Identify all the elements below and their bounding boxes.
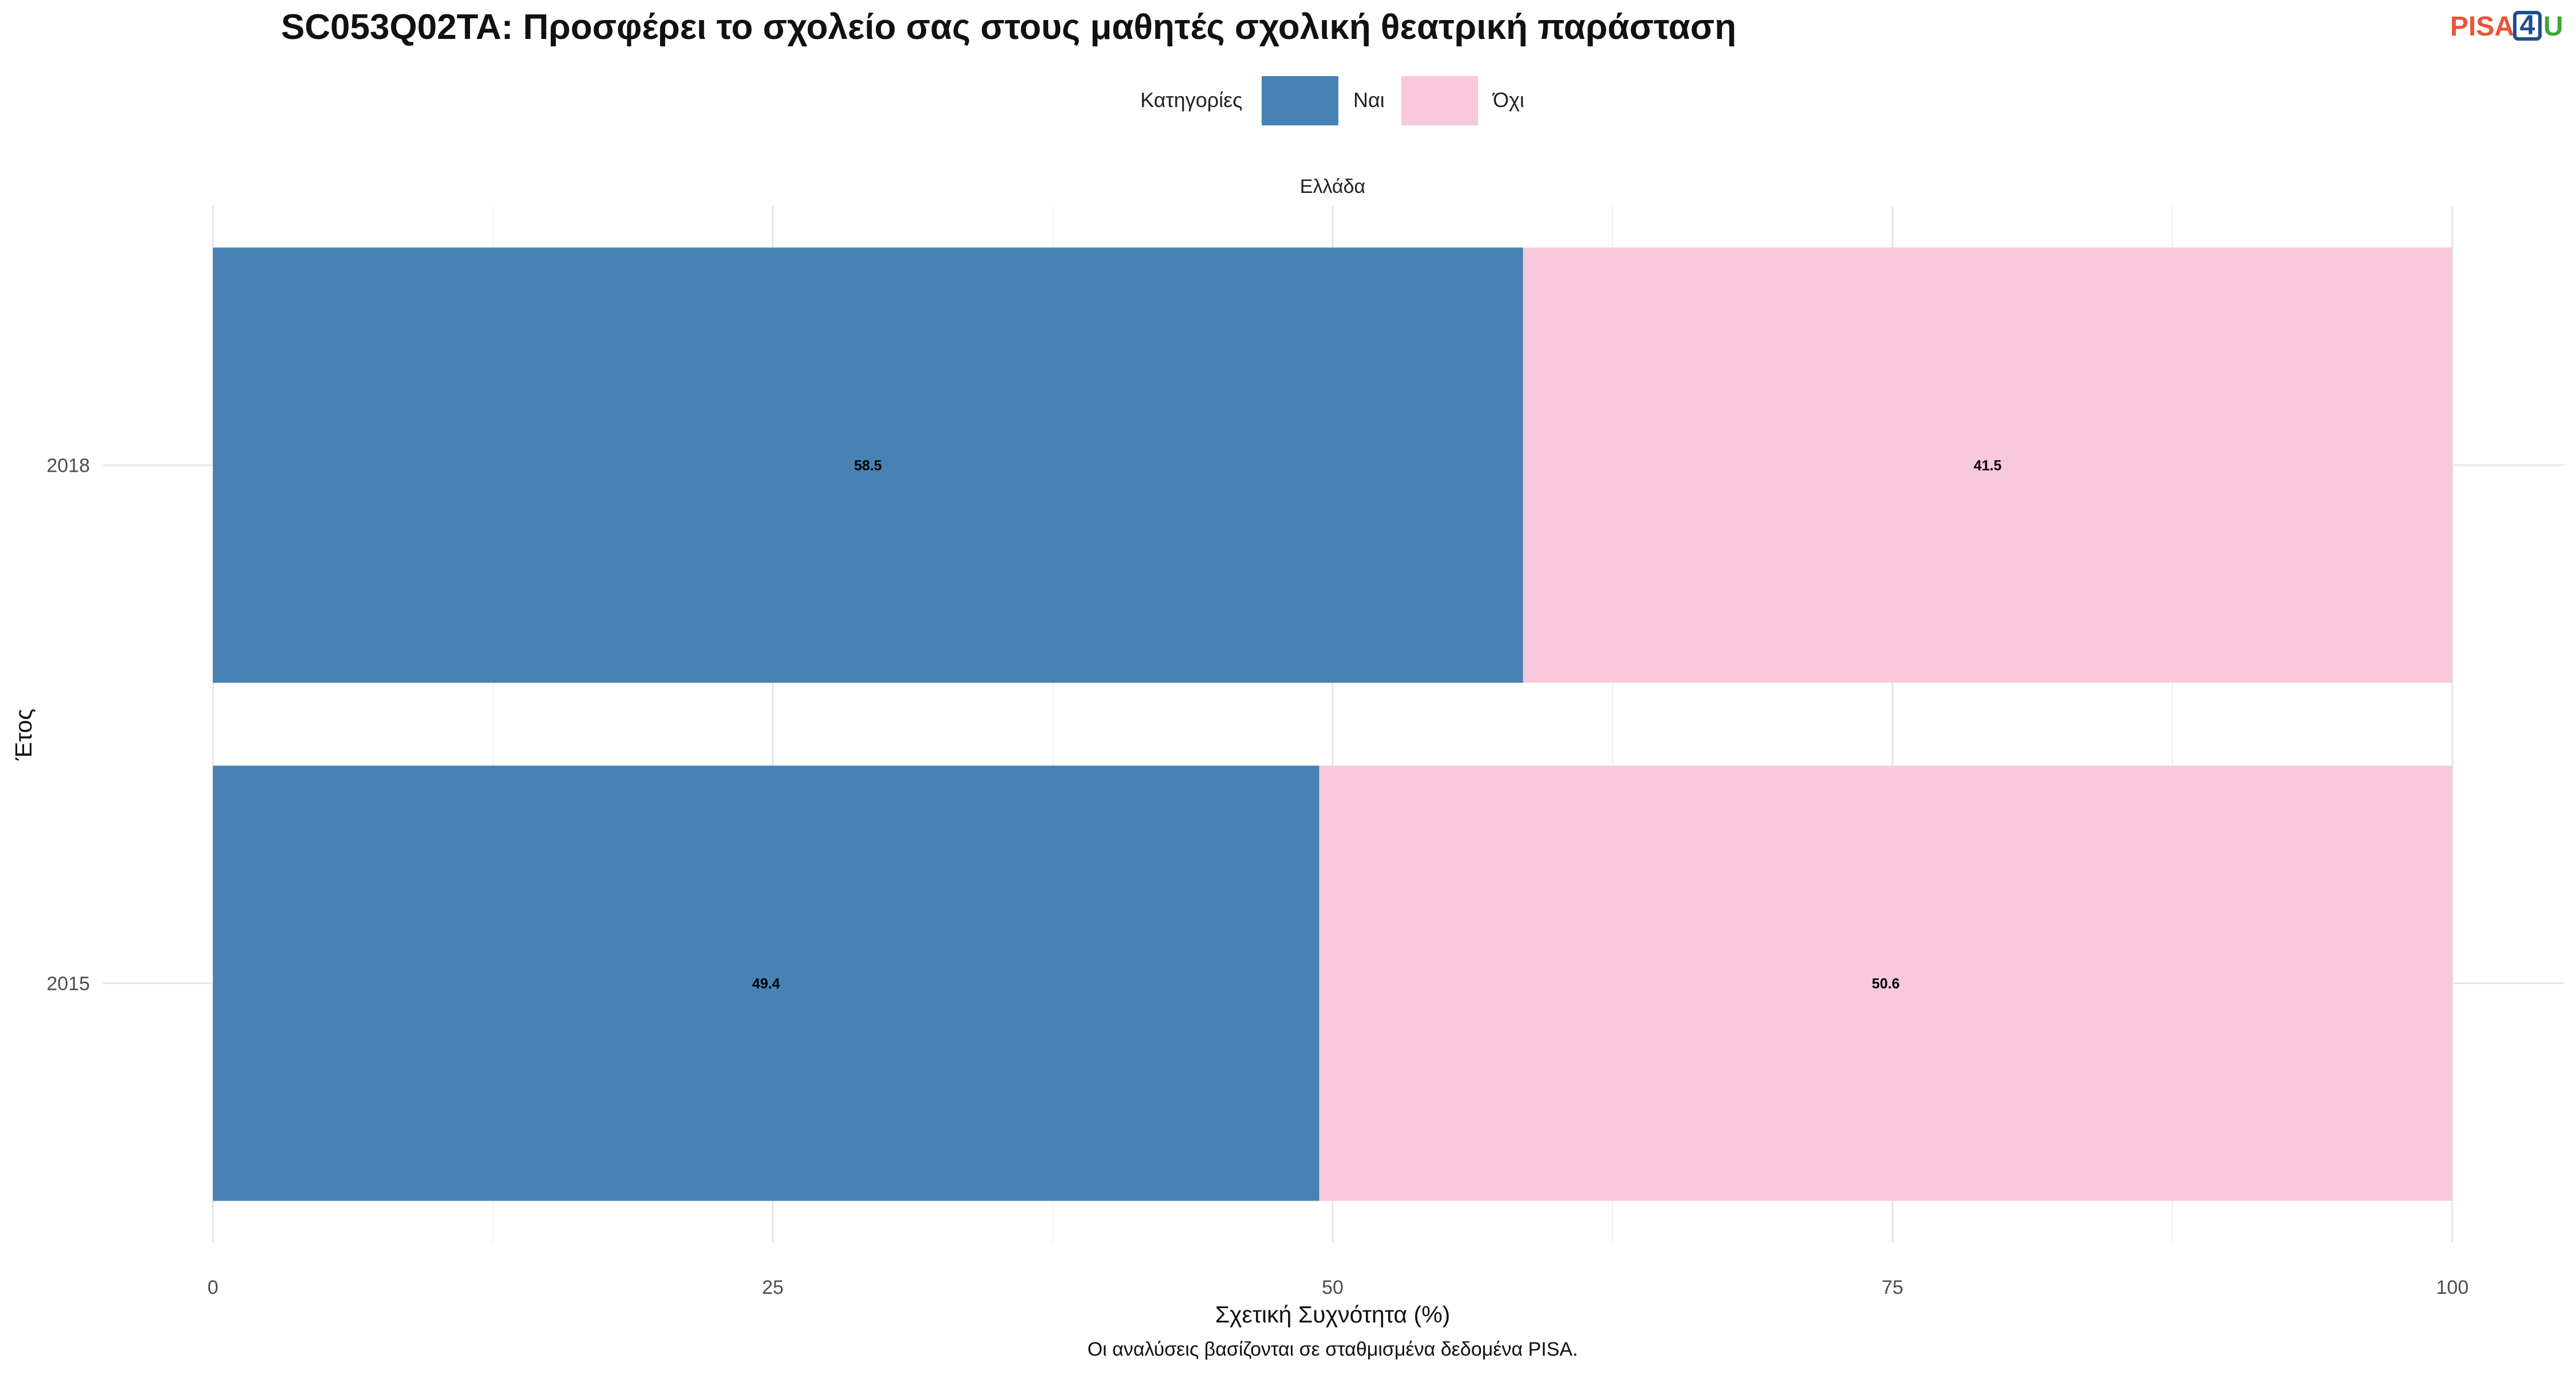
logo-box [2513, 11, 2542, 41]
logo: PISA 4 U [2450, 10, 2563, 42]
bar-2015-ochi [1319, 765, 2452, 1201]
bar-2018-ochi [1523, 247, 2452, 683]
caption: Οι αναλύσεις βασίζονται σε σταθμισμένα δ… [1088, 1339, 1578, 1360]
x-tick-label: 100 [2436, 1277, 2469, 1298]
logo-pisa-text: PISA [2450, 11, 2514, 42]
x-axis-ticks: 0 25 50 75 100 [208, 1277, 2469, 1298]
data-label-2018-ochi: 41.5 [1974, 458, 2002, 474]
x-tick-label: 50 [1322, 1277, 1344, 1298]
legend-label-nai: Ναι [1353, 88, 1385, 112]
y-tick-label: 2015 [46, 973, 90, 995]
x-tick-label: 75 [1882, 1277, 1903, 1298]
x-tick-label: 0 [208, 1277, 219, 1298]
x-tick-label: 25 [762, 1277, 784, 1298]
data-labels: 58.5 41.5 49.4 50.6 [752, 458, 2002, 992]
facet-label: Ελλάδα [1300, 176, 1365, 198]
bar-2018-nai [213, 247, 1523, 683]
legend-swatch-ochi [1401, 76, 1478, 125]
y-tick-label: 2018 [46, 455, 90, 477]
y-axis-title: Έτος [10, 709, 37, 761]
legend-label-ochi: Όχι [1492, 88, 1524, 112]
logo-four-text: 4 [2520, 10, 2535, 41]
chart-title: SC053Q02TA: Προσφέρει το σχολείο σας στο… [281, 7, 1736, 47]
logo-u-text: U [2543, 11, 2563, 42]
legend-title: Κατηγορίες [1140, 88, 1243, 112]
x-axis-title: Σχετική Συχνότητα (%) [1215, 1301, 1451, 1328]
data-label-2015-nai: 49.4 [752, 976, 780, 992]
legend-swatch-nai [1262, 76, 1338, 125]
bars [213, 247, 2452, 1201]
data-label-2015-ochi: 50.6 [1872, 976, 1900, 992]
data-label-2018-nai: 58.5 [854, 458, 882, 474]
bar-2015-nai [213, 765, 1319, 1201]
legend: Κατηγορίες Ναι Όχι [1140, 76, 1524, 125]
y-axis-ticks: 2018 2015 [46, 455, 90, 995]
